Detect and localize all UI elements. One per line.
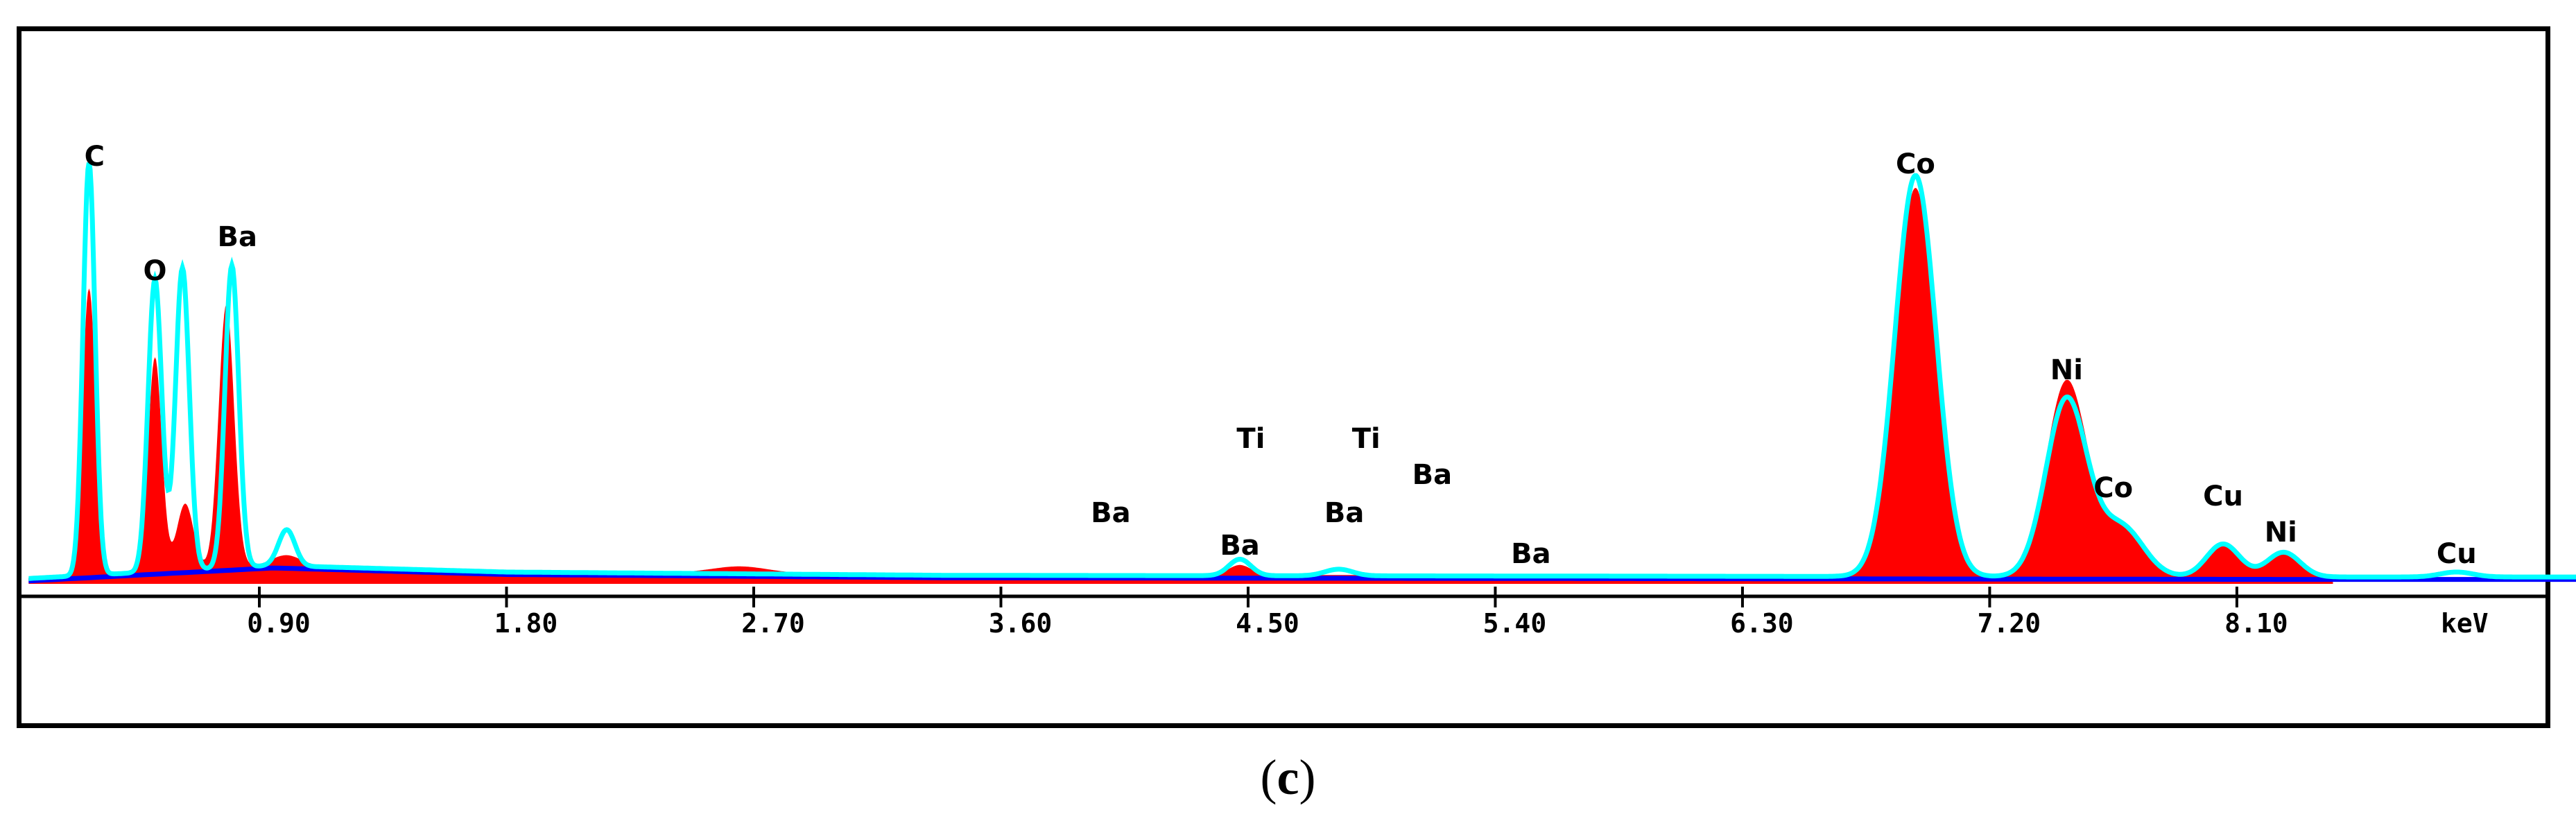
x-axis-unit-label: keV — [2441, 608, 2489, 639]
peak-label-o: O — [143, 255, 167, 288]
peak-label-ba: Ba — [1412, 459, 1453, 492]
x-tick-label: 4.50 — [1236, 608, 1299, 639]
caption-close-paren: ) — [1299, 750, 1316, 805]
peak-label-ni: Ni — [2050, 354, 2083, 386]
x-tick-label: 3.60 — [988, 608, 1053, 639]
peak-label-co: Co — [1896, 148, 1935, 181]
x-tick-label: 5.40 — [1483, 608, 1547, 639]
x-tick-label: 6.30 — [1730, 608, 1794, 639]
peak-label-ba: Ba — [1220, 530, 1260, 562]
x-tick-label: 1.80 — [494, 608, 558, 639]
peak-label-ba: Ba — [1511, 538, 1551, 571]
peak-label-ba: Ba — [217, 221, 258, 253]
fitted-spectrum-line — [28, 162, 2576, 581]
measured-spectrum-area — [28, 188, 2333, 585]
peak-label-ti: Ti — [1351, 423, 1381, 456]
peak-label-cu: Cu — [2203, 481, 2244, 513]
figure-caption: (c) — [0, 752, 2576, 802]
background-line — [28, 565, 2576, 584]
peak-label-cu: Cu — [2436, 538, 2477, 571]
x-axis-ticks — [257, 587, 2238, 607]
x-tick-label: 2.70 — [741, 608, 805, 639]
x-tick-label: 0.90 — [247, 608, 311, 639]
x-tick-label: 7.20 — [1977, 608, 2041, 639]
x-tick-label: 8.10 — [2224, 608, 2288, 639]
peak-label-ti: Ti — [1236, 423, 1265, 456]
peak-label-ba: Ba — [1091, 496, 1131, 529]
caption-open-paren: ( — [1260, 750, 1277, 805]
spectrum-frame — [17, 26, 2550, 728]
peak-label-c: C — [84, 140, 105, 173]
peak-label-ni: Ni — [2264, 517, 2297, 549]
peak-label-co: Co — [2093, 472, 2134, 505]
caption-letter: c — [1277, 750, 1299, 805]
peak-label-ba: Ba — [1324, 496, 1365, 529]
